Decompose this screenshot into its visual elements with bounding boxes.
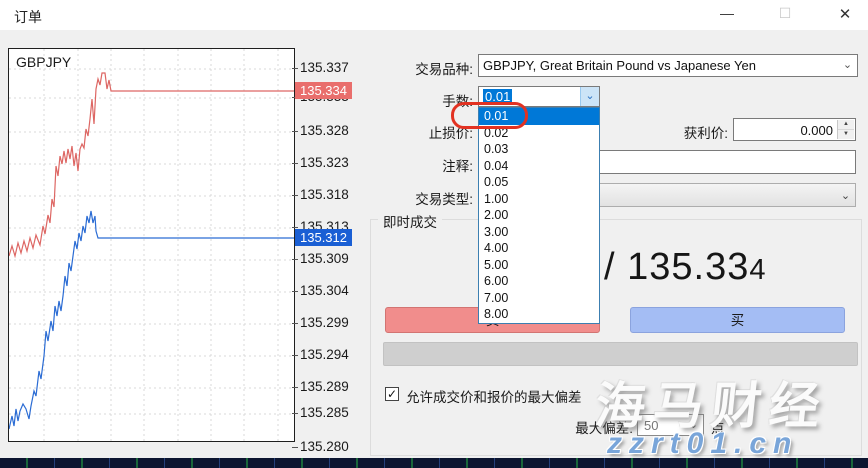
max-deviation-label: 最大偏差: <box>575 421 633 436</box>
disabled-order-button <box>383 342 858 366</box>
max-deviation-value: 50 <box>644 418 659 433</box>
title-bar: 订单 — ☐ ✕ <box>0 0 868 30</box>
max-deviation-combobox[interactable]: 50 ⌄ <box>637 414 704 436</box>
desktop-strip-pattern <box>0 458 868 468</box>
ask-price-display: / 135.334 <box>604 246 767 288</box>
volume-option[interactable]: 0.05 <box>484 175 509 189</box>
minimize-button[interactable]: — <box>720 5 734 21</box>
axis-label: 135.285 <box>292 405 352 421</box>
tick-chart-canvas <box>8 49 294 441</box>
chevron-down-icon[interactable]: ⌄ <box>580 87 599 106</box>
volume-option[interactable]: 8.00 <box>484 307 509 321</box>
volume-option[interactable]: 1.00 <box>484 191 509 206</box>
stoploss-label: 止损价: <box>428 126 473 141</box>
volume-option[interactable]: 3.00 <box>484 224 509 239</box>
bid-line <box>8 210 294 430</box>
chevron-down-icon[interactable]: ⌄ <box>688 419 699 431</box>
axis-label: 135.328 <box>292 123 352 139</box>
execution-groupbox <box>370 219 862 456</box>
trade-type-label: 交易类型: <box>415 192 473 207</box>
axis-label: 135.323 <box>292 155 352 171</box>
axis-label: 135.280 <box>292 439 352 455</box>
volume-option[interactable]: 0.03 <box>484 142 509 156</box>
volume-label: 手数: <box>442 94 473 109</box>
volume-option[interactable]: 4.00 <box>484 241 509 255</box>
axis-label: 135.318 <box>292 187 352 203</box>
maximize-button[interactable]: ☐ <box>778 5 792 21</box>
volume-option[interactable]: 6.00 <box>484 274 509 288</box>
spin-down-icon[interactable]: ▼ <box>838 129 854 139</box>
spin-up-icon[interactable]: ▲ <box>838 120 854 130</box>
takeprofit-label: 获利价: <box>683 126 728 141</box>
ask-line <box>8 72 294 259</box>
symbol-value: GBPJPY, Great Britain Pound vs Japanese … <box>483 58 756 73</box>
close-button[interactable]: ✕ <box>838 6 852 23</box>
volume-option[interactable]: 0.04 <box>484 158 509 173</box>
ask-price-badge: 135.334 <box>295 82 352 99</box>
bid-price-badge: 135.312 <box>295 229 352 246</box>
chart-symbol-label: GBPJPY <box>16 54 72 70</box>
dialog-body: GBPJPY 135.337 135.333 135.328 135.323 1… <box>0 30 868 458</box>
axis-label: 135.299 <box>292 315 352 331</box>
takeprofit-spinner[interactable]: ▲ ▼ <box>837 120 854 139</box>
axis-label: 135.289 <box>292 379 352 395</box>
tick-chart: GBPJPY <box>8 48 295 442</box>
symbol-combobox[interactable]: GBPJPY, Great Britain Pound vs Japanese … <box>478 54 858 77</box>
volume-value: 0.01 <box>483 89 513 104</box>
red-highlight-annotation <box>451 102 528 129</box>
volume-dropdown-list: 0.01 0.02 0.03 0.04 0.05 1.00 2.00 3.00 … <box>478 107 600 324</box>
chevron-down-icon[interactable]: ⌄ <box>842 59 853 71</box>
volume-option[interactable]: 0.01 <box>479 108 599 125</box>
execution-group-caption: 即时成交 <box>378 211 442 231</box>
axis-label: 135.337 <box>292 60 352 76</box>
max-deviation-checkbox-label: 允许成交价和报价的最大偏差 <box>406 390 582 405</box>
chevron-down-icon[interactable]: ⌄ <box>840 190 851 202</box>
axis-label: 135.304 <box>292 283 352 299</box>
takeprofit-field[interactable]: 0.000 ▲ ▼ <box>733 118 856 141</box>
max-deviation-checkbox[interactable]: ✓ <box>385 387 399 401</box>
symbol-label: 交易品种: <box>415 62 473 77</box>
volume-option[interactable]: 2.00 <box>484 208 509 222</box>
volume-option[interactable]: 0.02 <box>484 125 509 140</box>
axis-label: 135.294 <box>292 347 352 363</box>
points-label: 点 <box>711 421 725 436</box>
comment-label: 注释: <box>442 159 473 174</box>
volume-combobox[interactable]: 0.01 ⌄ <box>478 86 600 107</box>
volume-option[interactable]: 7.00 <box>484 290 509 305</box>
axis-label: 135.309 <box>292 251 352 267</box>
takeprofit-value: 0.000 <box>800 123 833 138</box>
desktop-strip <box>0 458 868 468</box>
window-title: 订单 <box>14 9 42 25</box>
volume-option[interactable]: 5.00 <box>484 257 509 272</box>
buy-button[interactable]: 买 <box>630 307 845 333</box>
